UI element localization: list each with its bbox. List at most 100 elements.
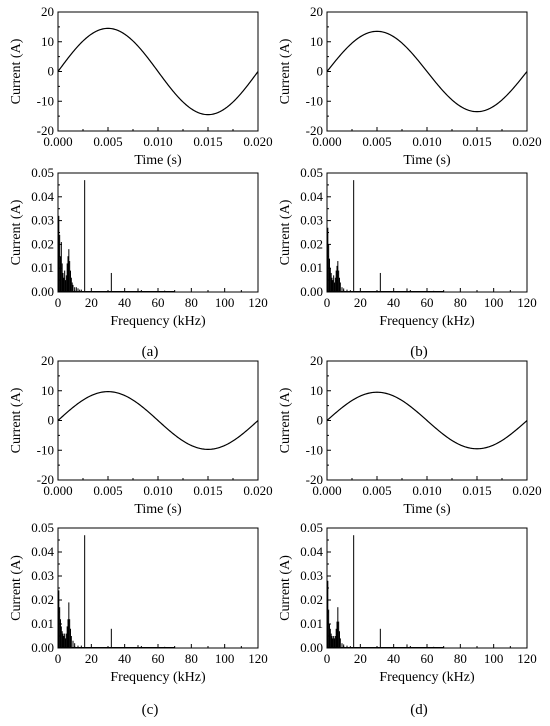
x-tick-label: 0 <box>324 651 331 666</box>
x-tick-label: 0.010 <box>412 134 441 149</box>
y-tick-label: 0 <box>317 64 324 79</box>
y-tick-label: -20 <box>37 123 54 138</box>
y-tick-label: 20 <box>310 353 323 368</box>
y-tick-label: 0.05 <box>300 165 323 180</box>
x-tick-label: 100 <box>215 295 235 310</box>
y-tick-label: 0.01 <box>31 616 54 631</box>
y-tick-label: 0.01 <box>300 260 323 275</box>
x-tick-label: 80 <box>185 295 198 310</box>
x-tick-label: 80 <box>185 651 198 666</box>
y-tick-label: 0.03 <box>300 213 323 228</box>
plot-frame <box>57 172 259 293</box>
y-tick-label: 0.01 <box>31 260 54 275</box>
x-tick-label: 0.010 <box>143 134 172 149</box>
subfigure-caption: (d) <box>410 702 428 718</box>
x-tick-label: 0.015 <box>462 134 491 149</box>
chart-panel-4: -20 -10 0 10 20 0.000 0.005 0.010 0.015 0.020 Time… <box>9 353 273 517</box>
plot-frame <box>326 527 528 649</box>
current-waveform-line <box>57 27 259 116</box>
x-tick-label: 60 <box>421 295 434 310</box>
y-axis-label: Current (A) <box>9 38 24 104</box>
y-tick-label: -10 <box>37 93 54 108</box>
x-tick-label: 0.015 <box>193 134 222 149</box>
y-tick-label: 0.02 <box>300 592 323 607</box>
x-tick-label: 120 <box>517 651 537 666</box>
x-tick-label: 0.005 <box>93 483 122 498</box>
y-tick-label: -20 <box>37 472 54 487</box>
x-tick-label: 60 <box>421 651 434 666</box>
y-tick-label: 0 <box>317 413 324 428</box>
y-tick-label: 0.00 <box>31 284 54 299</box>
chart-panel-5: 0.00 0.01 0.02 0.03 0.04 0.05 0 20 40 60 80 100 120 F… <box>9 520 268 685</box>
x-tick-label: 0.000 <box>312 483 341 498</box>
x-axis-label: Time (s) <box>403 502 451 517</box>
y-tick-label: 20 <box>41 353 54 368</box>
x-tick-label: 120 <box>248 295 268 310</box>
y-axis-label: Current (A) <box>278 555 293 621</box>
x-tick-label: 0.015 <box>193 483 222 498</box>
x-tick-label: 120 <box>517 295 537 310</box>
x-tick-label: 60 <box>152 651 165 666</box>
y-tick-label: 0.01 <box>300 616 323 631</box>
y-tick-label: 0.04 <box>31 544 54 559</box>
y-tick-label: 0.00 <box>300 640 323 655</box>
x-axis-label: Time (s) <box>134 153 182 168</box>
subfigure-caption: (c) <box>142 702 159 718</box>
x-tick-label: 40 <box>118 651 131 666</box>
y-tick-label: 0.00 <box>31 640 54 655</box>
x-tick-label: 20 <box>354 651 367 666</box>
y-tick-label: 0 <box>48 413 55 428</box>
x-tick-label: 0.000 <box>43 483 72 498</box>
plot-frame <box>326 172 528 293</box>
x-tick-label: 40 <box>387 651 400 666</box>
y-axis-label: Current (A) <box>278 38 293 104</box>
x-tick-label: 0.015 <box>462 483 491 498</box>
y-tick-label: 0.00 <box>300 284 323 299</box>
x-tick-label: 120 <box>248 651 268 666</box>
y-tick-label: 0.05 <box>31 165 54 180</box>
x-tick-label: 0.020 <box>243 483 272 498</box>
chart-panel-6: -20 -10 0 10 20 0.000 0.005 0.010 0.015 0.020 Time… <box>278 353 542 517</box>
y-tick-label: 20 <box>41 4 54 19</box>
x-tick-label: 0 <box>324 295 331 310</box>
x-tick-label: 0 <box>55 295 62 310</box>
x-tick-label: 0.020 <box>512 483 541 498</box>
y-axis-label: Current (A) <box>9 387 24 453</box>
x-tick-label: 20 <box>85 295 98 310</box>
y-tick-label: 20 <box>310 4 323 19</box>
x-tick-label: 0.000 <box>312 134 341 149</box>
x-tick-label: 0.020 <box>243 134 272 149</box>
y-tick-label: -20 <box>306 123 323 138</box>
chart-panel-3: 0.00 0.01 0.02 0.03 0.04 0.05 0 20 40 60 80 100 120 F… <box>278 165 537 329</box>
x-tick-label: 0.005 <box>362 483 391 498</box>
y-tick-label: 0.03 <box>31 568 54 583</box>
x-tick-label: 40 <box>387 295 400 310</box>
x-axis-label: Frequency (kHz) <box>110 670 206 685</box>
y-tick-label: 0.05 <box>300 520 323 535</box>
y-tick-label: 0.04 <box>300 189 323 204</box>
y-tick-label: 0.02 <box>31 592 54 607</box>
y-tick-label: 0.02 <box>31 236 54 251</box>
x-tick-label: 0.010 <box>412 483 441 498</box>
x-tick-label: 20 <box>85 651 98 666</box>
y-tick-label: 0.04 <box>300 544 323 559</box>
x-tick-label: 100 <box>484 295 504 310</box>
x-tick-label: 100 <box>484 651 504 666</box>
y-tick-label: 0.04 <box>31 189 54 204</box>
x-tick-label: 0.005 <box>362 134 391 149</box>
x-axis-label: Time (s) <box>403 153 451 168</box>
y-tick-label: 0 <box>48 64 55 79</box>
y-axis-label: Current (A) <box>9 199 24 265</box>
subfigure-caption: (b) <box>410 344 428 360</box>
current-waveform-line <box>326 391 528 450</box>
x-tick-label: 80 <box>454 295 467 310</box>
y-tick-label: -10 <box>37 442 54 457</box>
x-tick-label: 20 <box>354 295 367 310</box>
x-tick-label: 40 <box>118 295 131 310</box>
x-tick-label: 60 <box>152 295 165 310</box>
x-tick-label: 0.010 <box>143 483 172 498</box>
x-tick-label: 80 <box>454 651 467 666</box>
x-tick-label: 0.005 <box>93 134 122 149</box>
y-tick-label: 10 <box>310 383 323 398</box>
